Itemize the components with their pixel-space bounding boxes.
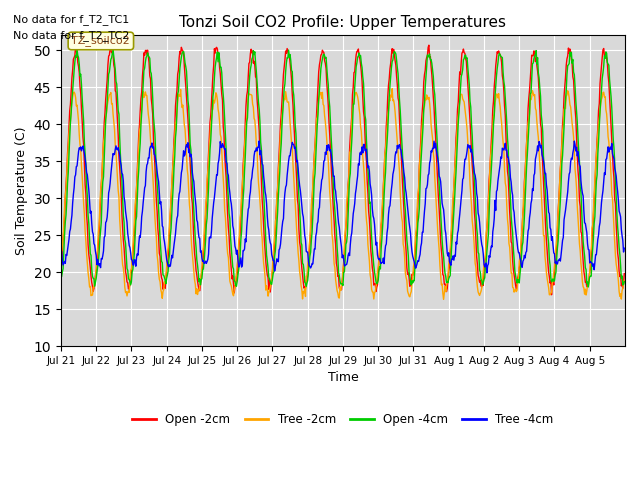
- Open -4cm: [620, 279, 628, 285]
- Open -2cm: [57, 268, 65, 274]
- Open -4cm: [57, 275, 65, 281]
- Open -4cm: [433, 136, 441, 142]
- Tree -4cm: [401, 186, 409, 192]
- Text: No data for f_T2_TC2: No data for f_T2_TC2: [13, 30, 129, 41]
- Tree -2cm: [123, 293, 131, 299]
- Tree -4cm: [57, 249, 65, 254]
- Open -2cm: [433, 164, 441, 169]
- Tree -2cm: [276, 148, 284, 154]
- Line: Open -4cm: Open -4cm: [61, 49, 624, 287]
- Tree -4cm: [433, 151, 441, 156]
- Open -4cm: [584, 284, 592, 290]
- Tree -2cm: [433, 214, 441, 220]
- Open -4cm: [124, 267, 132, 273]
- Open -2cm: [123, 279, 131, 285]
- Open -4cm: [276, 151, 284, 156]
- Line: Open -2cm: Open -2cm: [61, 45, 624, 295]
- Tree -4cm: [276, 241, 284, 247]
- Open -2cm: [227, 257, 234, 263]
- Open -2cm: [401, 224, 408, 230]
- Tree -2cm: [401, 271, 409, 276]
- Tree -4cm: [620, 245, 628, 251]
- Tree -4cm: [483, 270, 491, 276]
- Open -2cm: [255, 118, 262, 123]
- Open -4cm: [401, 208, 409, 214]
- Legend: Open -2cm, Tree -2cm, Open -4cm, Tree -4cm: Open -2cm, Tree -2cm, Open -4cm, Tree -4…: [127, 408, 558, 431]
- Tree -2cm: [57, 266, 65, 272]
- Y-axis label: Soil Temperature (C): Soil Temperature (C): [15, 126, 28, 255]
- Tree -2cm: [255, 180, 262, 185]
- Text: TZ_soilco2: TZ_soilco2: [72, 36, 130, 47]
- Tree -2cm: [440, 297, 447, 302]
- Tree -4cm: [227, 197, 234, 203]
- Tree -4cm: [255, 138, 263, 144]
- Open -2cm: [548, 292, 556, 298]
- Line: Tree -2cm: Tree -2cm: [61, 89, 624, 300]
- Open -4cm: [227, 246, 235, 252]
- Open -4cm: [255, 107, 263, 112]
- Title: Tonzi Soil CO2 Profile: Upper Temperatures: Tonzi Soil CO2 Profile: Upper Temperatur…: [179, 15, 506, 30]
- X-axis label: Time: Time: [328, 372, 358, 384]
- Open -4cm: [73, 47, 81, 52]
- Tree -2cm: [388, 86, 396, 92]
- Tree -2cm: [620, 277, 628, 283]
- Tree -2cm: [227, 281, 234, 287]
- Open -2cm: [620, 271, 628, 276]
- Line: Tree -4cm: Tree -4cm: [61, 141, 624, 273]
- Tree -4cm: [255, 144, 262, 150]
- Open -2cm: [425, 42, 433, 48]
- Tree -4cm: [123, 219, 131, 225]
- Text: No data for f_T2_TC1: No data for f_T2_TC1: [13, 13, 129, 24]
- Open -2cm: [276, 135, 284, 141]
